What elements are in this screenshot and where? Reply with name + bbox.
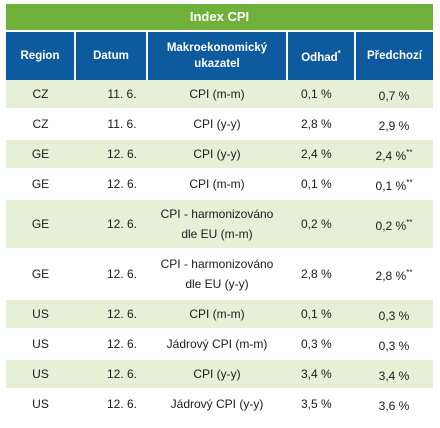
cell-date: 12. 6. — [75, 329, 147, 360]
cell-estimate: 0,2 % — [287, 199, 355, 250]
table-row: US 12. 6. CPI (y-y) 3,4 % 3,4 % — [6, 359, 433, 390]
cell-date: 12. 6. — [75, 199, 147, 250]
previous-value: 0,3 % — [378, 338, 410, 353]
cell-region: US — [6, 389, 75, 420]
cell-region: US — [6, 329, 75, 360]
cell-estimate: 3,4 % — [287, 359, 355, 390]
header-region: Region — [6, 32, 76, 80]
cell-estimate: 0,1 % — [287, 299, 355, 330]
table-row: GE 12. 6. CPI (y-y) 2,4 % 2,4 %** — [6, 139, 433, 170]
header-previous: Předchozí — [355, 32, 433, 80]
cell-previous: 0,3 % — [355, 329, 433, 360]
header-estimate-label: Odhad — [301, 51, 338, 64]
cell-previous: 0,3 % — [355, 299, 433, 330]
previous-value: 2,8 % — [375, 268, 407, 283]
cell-estimate: 3,5 % — [287, 389, 355, 420]
previous-value: 2,9 % — [378, 118, 410, 133]
header-row: Region Datum Makroekonomický ukazatel Od… — [6, 32, 433, 80]
cell-previous: 3,6 % — [355, 389, 433, 420]
cell-indicator: CPI - harmonizováno dle EU (m-m) — [147, 199, 287, 250]
cell-previous: 0,1 %** — [355, 169, 433, 200]
previous-value: 2,4 % — [375, 148, 407, 163]
cpi-table-panel: Index CPI Region Datum Makroekonomický u… — [6, 4, 433, 420]
cell-indicator: CPI (y-y) — [147, 139, 287, 170]
cell-indicator: CPI (m-m) — [147, 80, 287, 110]
previous-footnote-mark: ** — [406, 217, 413, 227]
cell-region: GE — [6, 169, 75, 200]
header-date: Datum — [75, 32, 148, 80]
cell-date: 12. 6. — [75, 249, 147, 300]
cell-previous: 3,4 % — [355, 359, 433, 390]
cell-indicator: Jádrový CPI (m-m) — [147, 329, 287, 360]
cell-date: 11. 6. — [75, 80, 147, 110]
cell-indicator: CPI (y-y) — [147, 109, 287, 140]
cell-estimate: 0,1 % — [287, 169, 355, 200]
previous-footnote-mark: ** — [406, 267, 413, 277]
previous-value: 0,3 % — [378, 308, 410, 323]
header-estimate: Odhad* — [287, 32, 356, 80]
previous-footnote-mark: ** — [406, 147, 413, 157]
cell-date: 12. 6. — [75, 389, 147, 420]
table-title: Index CPI — [6, 4, 433, 32]
cell-region: US — [6, 359, 75, 390]
cell-region: CZ — [6, 80, 75, 110]
cpi-table: Region Datum Makroekonomický ukazatel Od… — [6, 32, 433, 420]
previous-value: 0,7 % — [378, 88, 410, 103]
cell-indicator: CPI (y-y) — [147, 359, 287, 390]
header-indicator: Makroekonomický ukazatel — [147, 32, 288, 80]
cell-previous: 2,9 % — [355, 109, 433, 140]
cell-date: 12. 6. — [75, 299, 147, 330]
previous-value: 0,1 % — [375, 178, 407, 193]
table-row: CZ 11. 6. CPI (m-m) 0,1 % 0,7 % — [6, 80, 433, 110]
cell-date: 11. 6. — [75, 109, 147, 140]
table-row: GE 12. 6. CPI - harmonizováno dle EU (y-y)… — [6, 249, 433, 300]
previous-value: 0,2 % — [375, 218, 407, 233]
cell-estimate: 2,8 % — [287, 109, 355, 140]
cell-indicator: CPI (m-m) — [147, 299, 287, 330]
cell-previous: 2,8 %** — [355, 249, 433, 300]
cell-region: CZ — [6, 109, 75, 140]
previous-value: 3,6 % — [378, 398, 410, 413]
cell-previous: 0,2 %** — [355, 199, 433, 250]
cell-estimate: 2,8 % — [287, 249, 355, 300]
cell-date: 12. 6. — [75, 359, 147, 390]
previous-value: 3,4 % — [378, 368, 410, 383]
cell-indicator: CPI - harmonizováno dle EU (y-y) — [147, 249, 287, 300]
table-row: GE 12. 6. CPI (m-m) 0,1 % 0,1 %** — [6, 169, 433, 200]
cell-date: 12. 6. — [75, 169, 147, 200]
cell-region: GE — [6, 249, 75, 300]
cell-estimate: 2,4 % — [287, 139, 355, 170]
table-row: US 12. 6. CPI (m-m) 0,1 % 0,3 % — [6, 299, 433, 330]
cell-previous: 0,7 % — [355, 80, 433, 110]
cell-region: GE — [6, 139, 75, 170]
cell-previous: 2,4 %** — [355, 139, 433, 170]
cell-date: 12. 6. — [75, 139, 147, 170]
table-row: GE 12. 6. CPI - harmonizováno dle EU (m-m)… — [6, 199, 433, 250]
cell-estimate: 0,3 % — [287, 329, 355, 360]
table-row: CZ 11. 6. CPI (y-y) 2,8 % 2,9 % — [6, 109, 433, 140]
table-row: US 12. 6. Jádrový CPI (y-y) 3,5 % 3,6 % — [6, 389, 433, 420]
header-estimate-mark: * — [337, 49, 341, 59]
cell-indicator: CPI (m-m) — [147, 169, 287, 200]
cell-region: GE — [6, 199, 75, 250]
cell-region: US — [6, 299, 75, 330]
previous-footnote-mark: ** — [406, 177, 413, 187]
cell-estimate: 0,1 % — [287, 80, 355, 110]
table-row: US 12. 6. Jádrový CPI (m-m) 0,3 % 0,3 % — [6, 329, 433, 360]
cell-indicator: Jádrový CPI (y-y) — [147, 389, 287, 420]
